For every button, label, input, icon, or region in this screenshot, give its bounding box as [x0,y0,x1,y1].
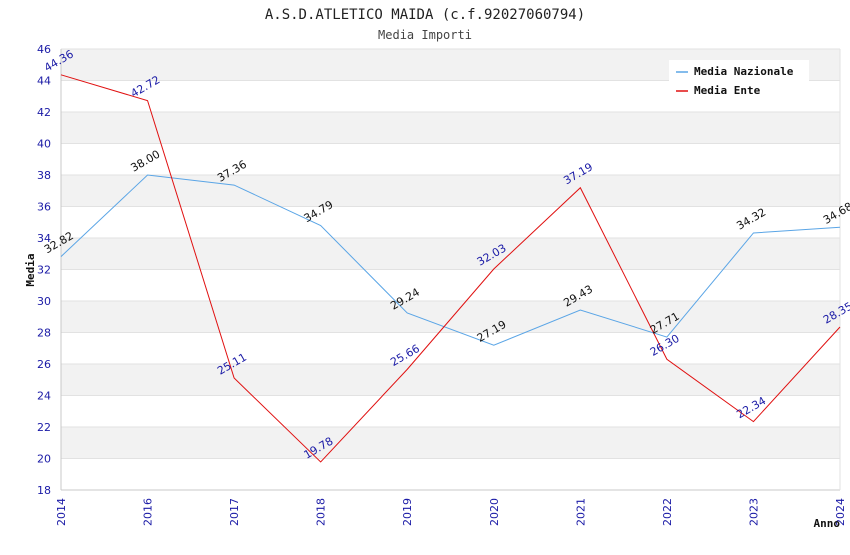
y-tick-label: 28 [37,327,51,340]
legend-label-media-nazionale: Media Nazionale [694,65,794,78]
x-tick-label: 2022 [661,498,674,526]
y-tick-label: 24 [37,390,51,403]
x-tick-label: 2021 [574,498,587,526]
y-axis-label: Media [24,253,37,286]
y-tick-label: 36 [37,201,51,214]
grid-band [61,427,840,459]
legend-label-media-ente: Media Ente [694,84,761,97]
grid-band [61,112,840,144]
axes [60,49,841,491]
series-line-media-nazionale [60,174,841,346]
data-label: 34.32 [734,206,768,233]
y-tick-label: 20 [37,453,51,466]
legend: Media Nazionale Media Ente [669,60,809,102]
y-tick-label: 44 [37,75,51,88]
x-tick-label: 2020 [488,498,501,526]
series-lines [60,74,841,463]
x-tick-label: 2014 [55,498,68,526]
chart-title: A.S.D.ATLETICO MAIDA (c.f.92027060794) [265,7,585,23]
y-tick-label: 32 [37,264,51,277]
grid-band [61,175,840,207]
grid-band [61,238,840,270]
y-tick-label: 18 [37,484,51,497]
x-tick-label: 2018 [315,498,328,526]
grid-bands [61,49,840,459]
grid-band [61,364,840,396]
x-tick-label: 2024 [834,498,847,526]
y-tick-label: 30 [37,295,51,308]
chart-subtitle: Media Importi [378,28,472,42]
x-tick-label: 2019 [401,498,414,526]
x-tick-label: 2017 [228,498,241,526]
y-tick-label: 26 [37,358,51,371]
y-tick-labels: 18 20 22 24 26 28 30 32 34 36 38 40 42 44 46 [37,43,51,497]
x-tick-labels: 2014 2016 2017 2018 2019 2020 2021 2022 2023 2024 [55,498,847,526]
y-tick-label: 42 [37,106,51,119]
y-tick-label: 40 [37,138,51,151]
data-label: 22.34 [734,394,768,421]
y-tick-label: 38 [37,169,51,182]
x-tick-label: 2016 [142,498,155,526]
series-line-media-ente [60,74,841,463]
data-label: 38.00 [129,148,163,175]
x-axis-label: Anno [814,517,841,530]
legend-box [669,60,809,102]
y-tick-label: 34 [37,232,51,245]
x-tick-label: 2023 [747,498,760,526]
grid-band [61,301,840,333]
y-tick-label: 46 [37,43,51,56]
y-tick-label: 22 [37,421,51,434]
